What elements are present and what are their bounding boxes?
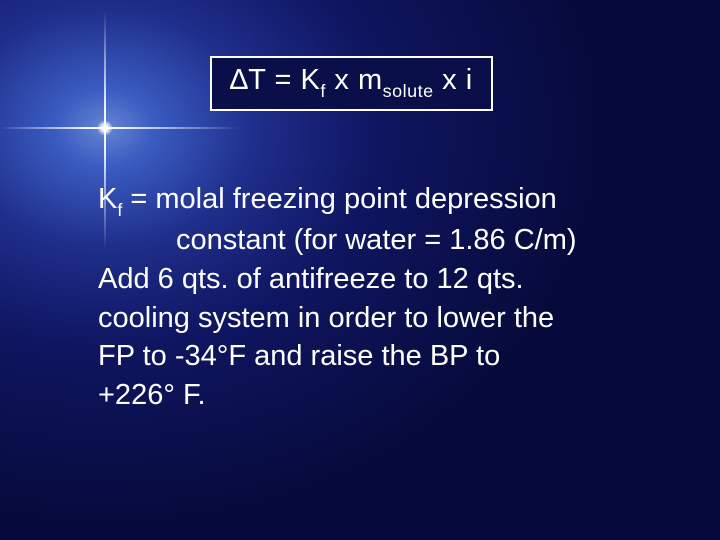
formula-box: ∆T = Kf x msolute x i — [210, 56, 493, 111]
body-line-5: FP to -34°F and raise the BP to — [98, 337, 577, 376]
lens-flare-core — [97, 120, 113, 136]
formula-lhs: T — [248, 64, 266, 96]
kf-sub: f — [117, 200, 122, 220]
formula-times1: x — [326, 64, 358, 96]
kf-k: K — [98, 183, 117, 215]
formula-k-sub: f — [320, 81, 326, 101]
line2-text: constant (for water = 1.86 C/m) — [176, 224, 577, 256]
body-line-1: Kf = molal freezing point depression — [98, 180, 577, 221]
formula-m-sub: solute — [383, 81, 434, 101]
body-line-4: cooling system in order to lower the — [98, 299, 577, 338]
delta-symbol: ∆ — [230, 64, 248, 96]
line1-rest: = molal freezing point depression — [122, 183, 556, 215]
formula-text: ∆T = Kf x msolute x i — [230, 64, 473, 96]
formula-m: m — [358, 64, 383, 96]
formula-i: i — [466, 64, 473, 96]
body-line-6: +226° F. — [98, 376, 577, 415]
formula-eq: = — [266, 64, 301, 96]
formula-times2: x — [434, 64, 466, 96]
body-text: Kf = molal freezing point depression con… — [98, 180, 577, 415]
body-line-3: Add 6 qts. of antifreeze to 12 qts. — [98, 260, 577, 299]
lens-flare-horizontal — [0, 127, 240, 129]
formula-k: K — [301, 64, 321, 96]
body-line-2: constant (for water = 1.86 C/m) — [98, 221, 577, 260]
